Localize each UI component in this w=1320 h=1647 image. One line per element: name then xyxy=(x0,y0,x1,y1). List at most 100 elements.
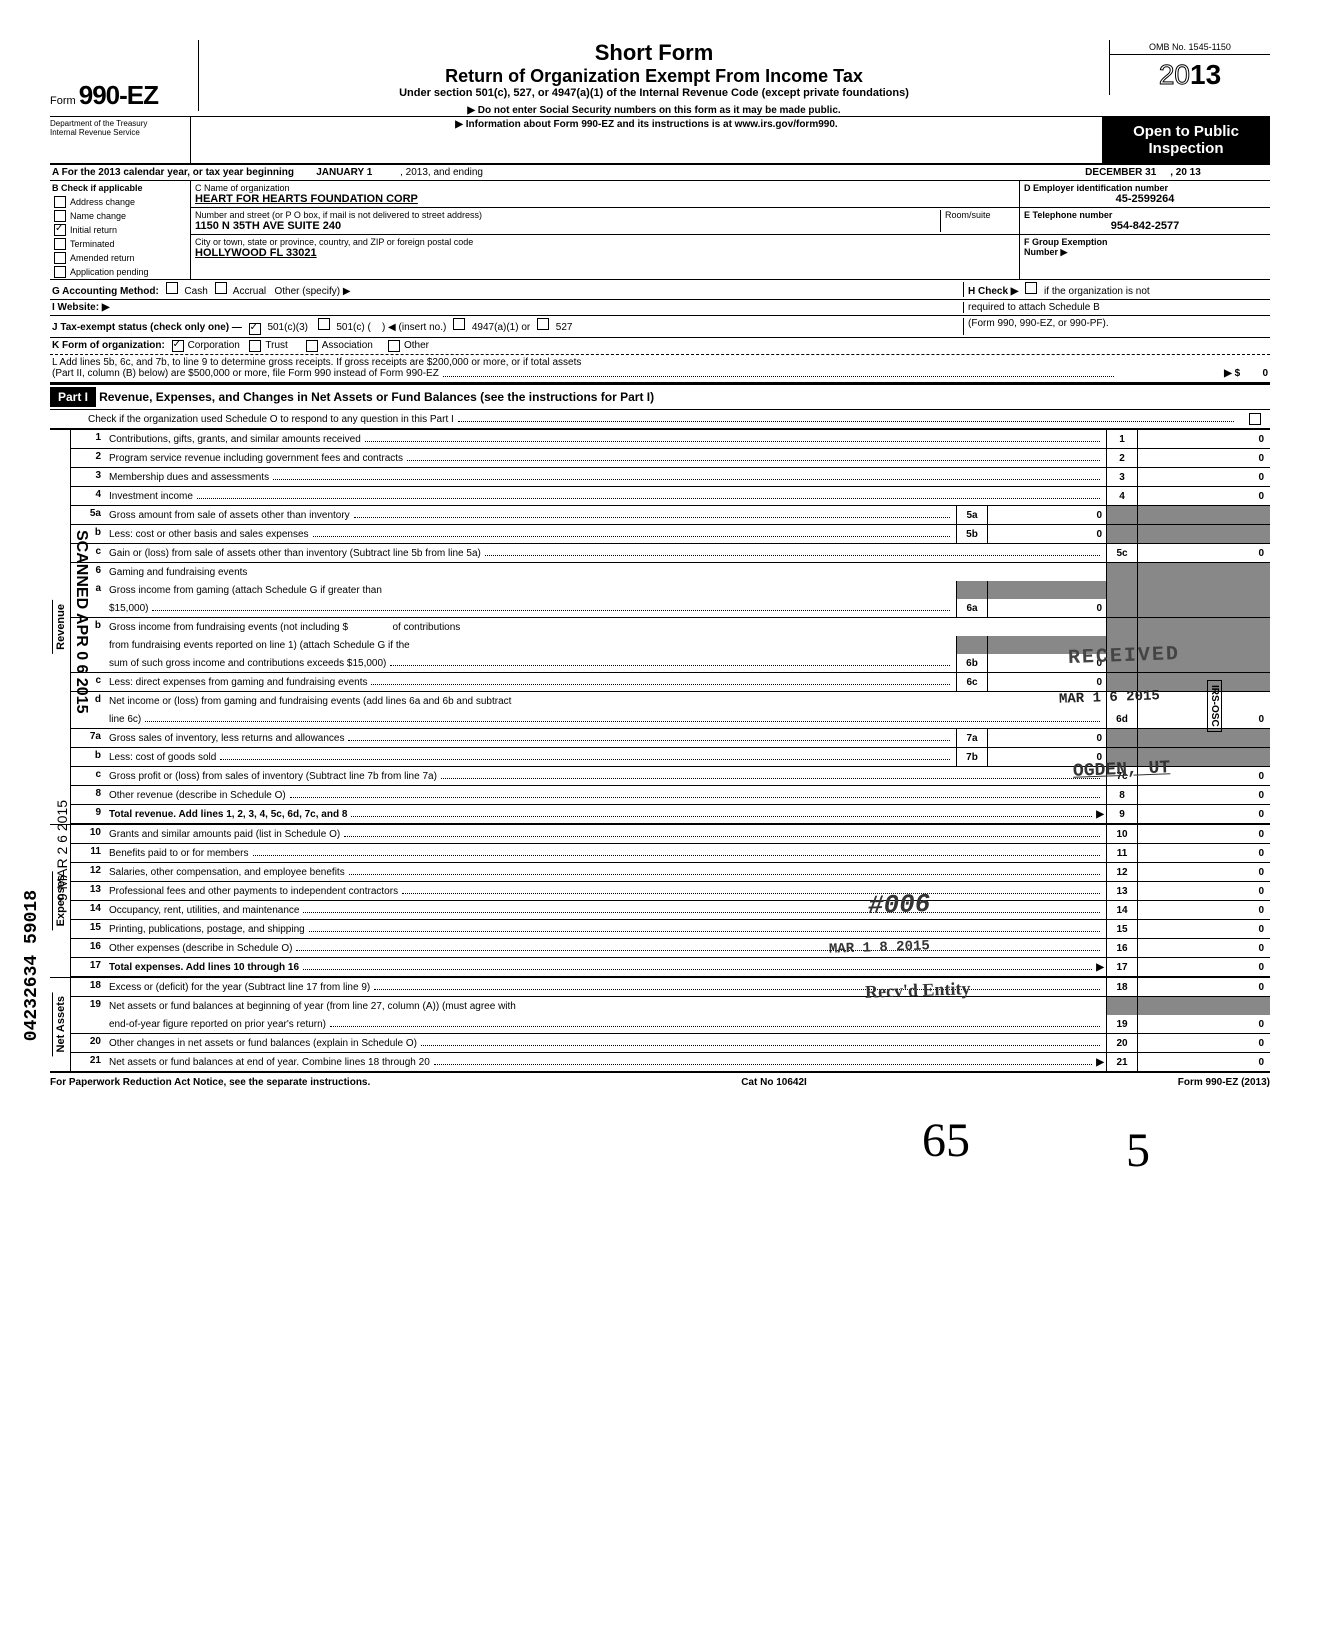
check-address-change[interactable]: Address change xyxy=(50,195,190,209)
d-label: D Employer identification number xyxy=(1024,183,1266,193)
org-city: HOLLYWOOD FL 33021 xyxy=(195,247,1015,259)
line-15: 15Printing, publications, postage, and s… xyxy=(71,920,1270,939)
period-tail: , 20 13 xyxy=(1170,167,1201,178)
field-e-phone: E Telephone number 954-842-2577 xyxy=(1020,208,1270,235)
title-warn1: ▶ Do not enter Social Security numbers o… xyxy=(209,105,1099,116)
check-501c[interactable] xyxy=(318,318,330,330)
stamp-recvd-entity: Recv'd Entity xyxy=(864,978,970,1003)
section-c: C Name of organization HEART FOR HEARTS … xyxy=(191,181,1019,279)
line-6a-2: $15,000)6a0 xyxy=(71,599,1270,618)
check-terminated[interactable]: Terminated xyxy=(50,237,190,251)
h-line3: (Form 990, 990-EZ, or 990-PF). xyxy=(963,318,1268,335)
row-i: I Website: ▶ required to attach Schedule… xyxy=(50,300,1270,316)
line-5a: 5aGross amount from sale of assets other… xyxy=(71,506,1270,525)
line-5c: cGain or (loss) from sale of assets othe… xyxy=(71,544,1270,563)
check-name-change[interactable]: Name change xyxy=(50,209,190,223)
check-cash[interactable] xyxy=(166,282,178,294)
dept-treasury: Department of the Treasury Internal Reve… xyxy=(50,117,191,163)
part1-badge: Part I xyxy=(50,387,96,407)
line-16: 16Other expenses (describe in Schedule O… xyxy=(71,939,1270,958)
part1-check-row: Check if the organization used Schedule … xyxy=(50,410,1270,429)
check-part1-schedo[interactable] xyxy=(1249,413,1261,425)
h-tail: if the organization is not xyxy=(1044,286,1150,297)
phone-value: 954-842-2577 xyxy=(1024,220,1266,232)
section-b: B Check if applicable Address change Nam… xyxy=(50,181,191,279)
addr-label: Number and street (or P O box, if mail i… xyxy=(195,210,940,220)
public-line2: Inspection xyxy=(1106,140,1266,157)
part1-header-row: Part I Revenue, Expenses, and Changes in… xyxy=(50,383,1270,410)
check-h[interactable] xyxy=(1025,282,1037,294)
period-mid: , 2013, and ending xyxy=(400,167,483,178)
title-subtitle: Under section 501(c), 527, or 4947(a)(1)… xyxy=(209,87,1099,99)
check-accrual[interactable] xyxy=(215,282,227,294)
stamp-received: RECEIVED xyxy=(1068,643,1181,670)
check-other[interactable] xyxy=(388,340,400,352)
h-label: H Check ▶ xyxy=(968,286,1018,297)
field-f-group: F Group Exemption Number ▶ xyxy=(1020,235,1270,260)
f-label2: Number ▶ xyxy=(1024,247,1266,258)
g-label: G Accounting Method: xyxy=(52,286,159,297)
side-revenue: Revenue xyxy=(52,600,69,654)
form-number: 990-EZ xyxy=(79,80,158,110)
line-a-period: A For the 2013 calendar year, or tax yea… xyxy=(50,165,1270,181)
line-21: 21Net assets or fund balances at end of … xyxy=(71,1053,1270,1071)
check-pending[interactable]: Application pending xyxy=(50,265,190,279)
page-footer: For Paperwork Reduction Act Notice, see … xyxy=(50,1073,1270,1088)
check-527[interactable] xyxy=(537,318,549,330)
line-18: 18Excess or (deficit) for the year (Subt… xyxy=(71,978,1270,997)
city-label: City or town, state or province, country… xyxy=(195,237,1015,247)
l-line2: (Part II, column (B) below) are $500,000… xyxy=(52,368,439,380)
section-bcdef: B Check if applicable Address change Nam… xyxy=(50,181,1270,280)
form-number-box: Form 990-EZ xyxy=(50,40,199,111)
open-to-public: Open to Public Inspection xyxy=(1102,117,1270,163)
k-label: K Form of organization: xyxy=(52,340,165,352)
row-g-h: G Accounting Method: Cash Accrual Other … xyxy=(50,280,1270,300)
c-label: C Name of organization xyxy=(195,183,1015,193)
margin-numbers: 04232634 59018 xyxy=(22,890,42,1041)
dept-line2: Internal Revenue Service xyxy=(50,128,190,137)
check-initial-return[interactable]: Initial return xyxy=(50,223,190,237)
line-10: 10Grants and similar amounts paid (list … xyxy=(71,825,1270,844)
row-j: J Tax-exempt status (check only one) — 5… xyxy=(50,316,1270,338)
check-4947[interactable] xyxy=(453,318,465,330)
part1-title: Revenue, Expenses, and Changes in Net As… xyxy=(99,390,654,404)
year-bold: 13 xyxy=(1190,59,1221,90)
check-corp[interactable] xyxy=(172,340,184,352)
period-begin: JANUARY 1 xyxy=(316,167,372,178)
org-address: 1150 N 35TH AVE SUITE 240 xyxy=(195,220,940,232)
year-prefix: 20 xyxy=(1159,59,1190,90)
line-6b-1: bGross income from fundraising events (n… xyxy=(71,618,1270,636)
line-1: 1Contributions, gifts, grants, and simil… xyxy=(71,430,1270,449)
line-17: 17Total expenses. Add lines 10 through 1… xyxy=(71,958,1270,977)
period-end: DECEMBER 31 xyxy=(1085,167,1156,178)
dept-row: Department of the Treasury Internal Reve… xyxy=(50,116,1270,165)
title-short-form: Short Form xyxy=(209,40,1099,66)
footer-catno: Cat No 10642I xyxy=(741,1077,807,1088)
check-amended[interactable]: Amended return xyxy=(50,251,190,265)
line-13: 13Professional fees and other payments t… xyxy=(71,882,1270,901)
line-7a: 7aGross sales of inventory, less returns… xyxy=(71,729,1270,748)
footer-right: Form 990-EZ (2013) xyxy=(1178,1077,1270,1088)
row-l: L Add lines 5b, 6c, and 7b, to line 9 to… xyxy=(50,354,1270,383)
check-501c3[interactable] xyxy=(249,323,261,335)
handwritten-65: 65 xyxy=(922,1113,970,1168)
line-4: 4Investment income40 xyxy=(71,487,1270,506)
title-return: Return of Organization Exempt From Incom… xyxy=(209,66,1099,87)
margin-scanned: SCANNED APR 0 6 2015 xyxy=(72,530,90,713)
line-6a-1: aGross income from gaming (attach Schedu… xyxy=(71,581,1270,599)
check-trust[interactable] xyxy=(249,340,261,352)
check-assoc[interactable] xyxy=(306,340,318,352)
j-label: J Tax-exempt status (check only one) — xyxy=(52,322,242,333)
form-title-box: Short Form Return of Organization Exempt… xyxy=(199,40,1109,116)
l-line1: L Add lines 5b, 6c, and 7b, to line 9 to… xyxy=(52,357,1268,368)
b-label: B Check if applicable xyxy=(50,181,190,195)
line-19-2: end-of-year figure reported on prior yea… xyxy=(71,1015,1270,1034)
stamp-006: #006 xyxy=(867,889,930,921)
ein-value: 45-2599264 xyxy=(1024,193,1266,205)
l-value: 0 xyxy=(1262,368,1268,379)
period-label: A For the 2013 calendar year, or tax yea… xyxy=(52,167,294,178)
section-def: D Employer identification number 45-2599… xyxy=(1019,181,1270,279)
org-name: HEART FOR HEARTS FOUNDATION CORP xyxy=(195,193,1015,205)
footer-left: For Paperwork Reduction Act Notice, see … xyxy=(50,1077,370,1088)
expenses-section: Expenses 10Grants and similar amounts pa… xyxy=(50,824,1270,977)
